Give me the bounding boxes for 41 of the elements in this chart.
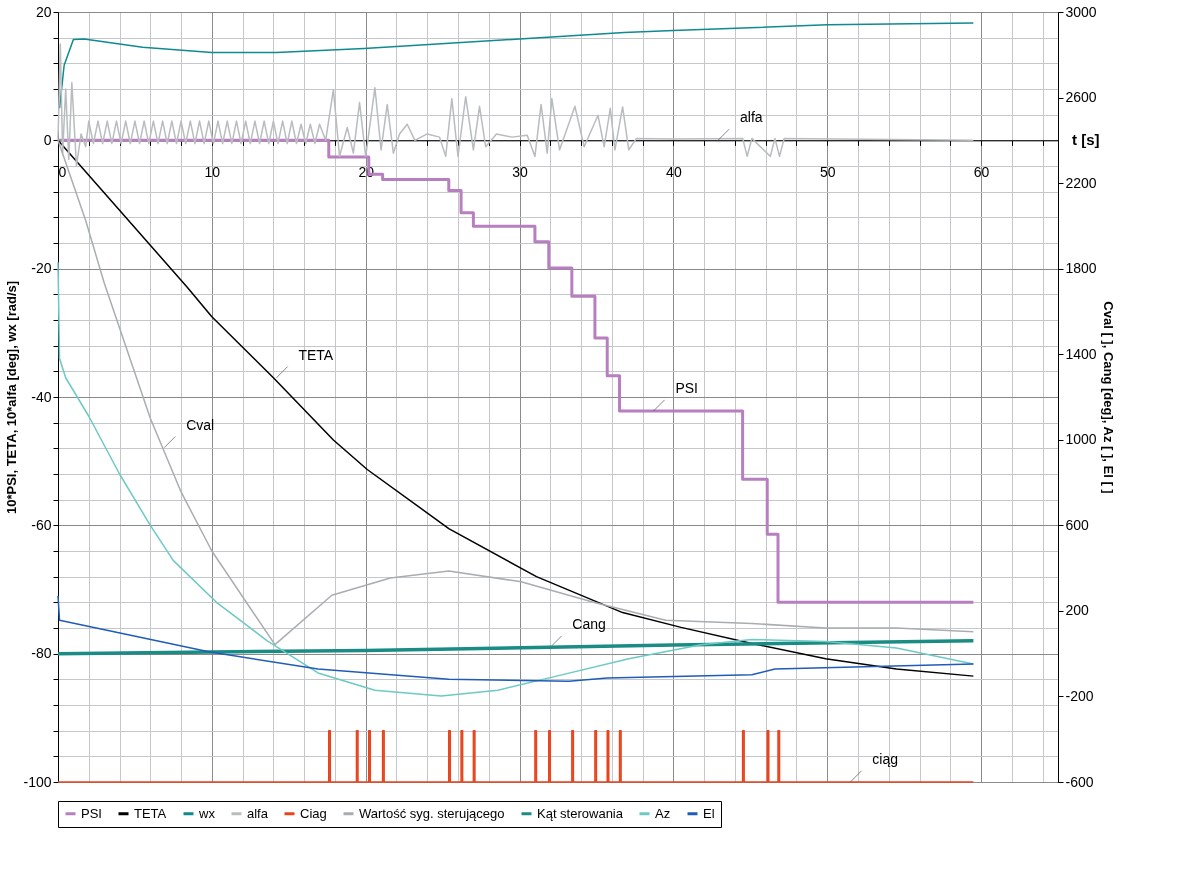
y-tick-label: -80 [31, 645, 52, 662]
y2-tick-label: 1400 [1065, 345, 1097, 362]
annotation: ciąg [872, 751, 898, 767]
y-axis-title: 10*PSI, TETA, 10*alfa [deg], wx [rad/s] [4, 280, 20, 515]
x-tick-label: 60 [973, 163, 990, 180]
y2-tick-label: 200 [1065, 602, 1090, 619]
legend-label: alfa [247, 805, 269, 821]
y2-axis-title: Cval [ ], Cang [deg], Az [ ], El [ ] [1100, 301, 1116, 494]
y-tick-label: 20 [35, 3, 52, 20]
annotation: Cval [186, 416, 215, 433]
y2-tick-label: 1000 [1065, 431, 1097, 448]
x-tick-label: 50 [819, 163, 836, 180]
y-tick-label: -40 [31, 388, 52, 405]
y2-tick-label: 600 [1065, 516, 1090, 533]
annotation: PSI [675, 380, 698, 397]
y2-tick-label: 2600 [1065, 89, 1097, 106]
x-tick-label: 0 [58, 163, 67, 180]
y-tick-label: -60 [31, 516, 52, 533]
y2-tick-label: 3000 [1065, 3, 1097, 20]
x-tick-label: 30 [512, 163, 529, 180]
y2-tick-label: -600 [1065, 773, 1094, 790]
y-tick-label: 0 [43, 131, 52, 148]
legend-label: Ciag [300, 805, 327, 821]
legend-label: Az [655, 805, 671, 821]
legend-label: TETA [134, 805, 167, 821]
legend-label: Kąt sterowania [537, 805, 624, 821]
y2-tick-label: 2200 [1065, 174, 1097, 191]
legend-label: Wartość syg. sterującego [359, 805, 505, 821]
annotation: Cang [572, 616, 606, 633]
legend-label: El [703, 805, 715, 821]
annotation: alfa [740, 109, 763, 126]
x-tick-label: 10 [204, 163, 221, 180]
x-tick-label: 40 [666, 163, 682, 180]
legend-label: PSI [81, 805, 102, 821]
x-axis-title: t [s] [1072, 131, 1100, 149]
legend-label: wx [198, 805, 216, 821]
y-tick-label: -100 [23, 773, 52, 790]
y2-tick-label: -200 [1065, 687, 1094, 704]
annotation: TETA [298, 346, 334, 363]
y2-tick-label: 1800 [1065, 260, 1097, 277]
y-tick-label: -20 [31, 260, 52, 277]
